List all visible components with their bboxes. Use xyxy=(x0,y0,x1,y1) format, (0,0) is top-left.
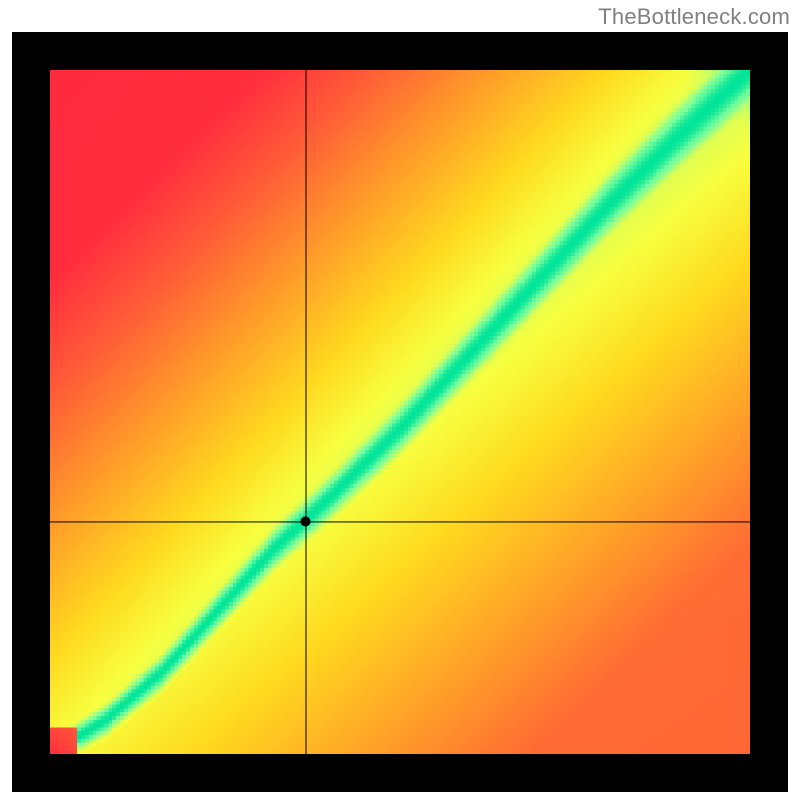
crosshair-overlay xyxy=(50,70,750,754)
heatmap-plot xyxy=(50,70,750,754)
plot-frame-right xyxy=(750,32,788,792)
plot-frame-bottom xyxy=(12,754,788,792)
watermark-text: TheBottleneck.com xyxy=(598,4,790,30)
plot-frame-left xyxy=(12,32,50,792)
plot-frame-top xyxy=(12,32,788,70)
